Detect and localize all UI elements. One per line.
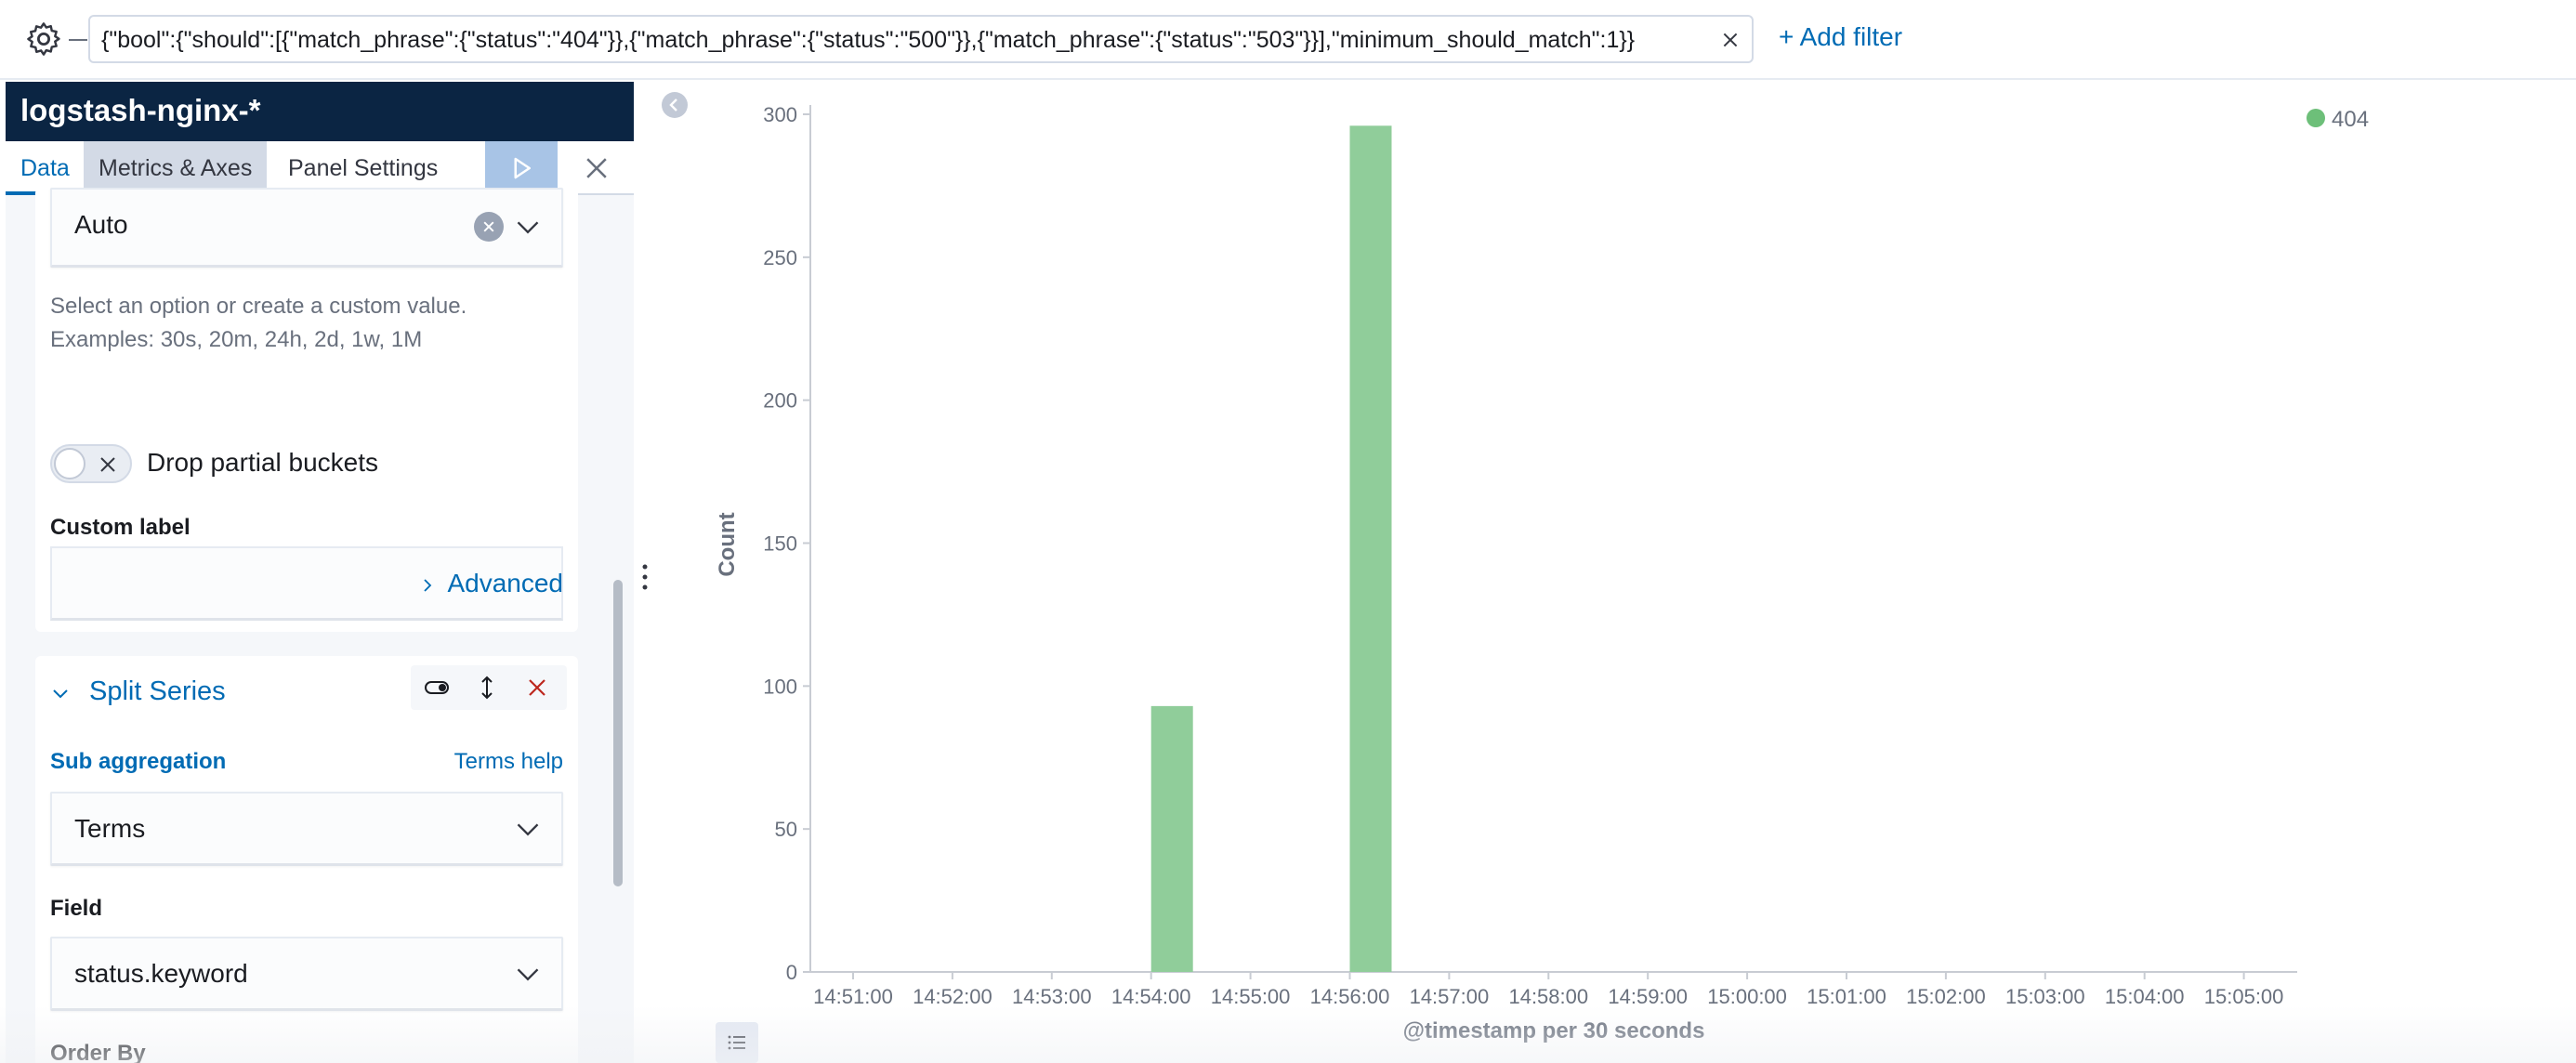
x-tick-label: 15:05:00 [2204, 985, 2284, 1008]
close-icon[interactable] [584, 155, 610, 181]
y-tick-label: 100 [763, 675, 797, 698]
chevron-down-icon[interactable] [515, 214, 541, 240]
x-tick-label: 14:58:00 [1508, 985, 1588, 1008]
terms-help-link[interactable]: Terms help [453, 749, 563, 774]
x-tick-label: 14:52:00 [913, 985, 992, 1008]
filter-bar: {"bool":{"should":[{"match_phrase":{"sta… [0, 0, 2576, 80]
y-axis-label: Count [715, 512, 740, 576]
x-tick-label: 14:53:00 [1012, 985, 1092, 1008]
toggle-icon[interactable] [424, 675, 450, 701]
sub-aggregation-label: Sub aggregation [50, 749, 227, 774]
y-tick-label: 300 [763, 103, 797, 126]
legend-label[interactable]: 404 [2332, 107, 2369, 132]
y-tick-label: 200 [763, 389, 797, 413]
x-tick-label: 15:04:00 [2105, 985, 2185, 1008]
x-tick-label: 14:54:00 [1111, 985, 1191, 1008]
close-icon[interactable] [1720, 30, 1741, 50]
sub-aggregation-value: Terms [74, 814, 146, 843]
remove-icon[interactable] [524, 675, 550, 701]
bars [1150, 125, 1392, 973]
toggle-knob [54, 448, 85, 479]
close-icon [100, 457, 115, 472]
sub-aggregation-select[interactable]: Terms [50, 792, 563, 866]
histogram-chart: 0 50 100 150 200 250 300 14:51:00 14:52:00 14:53… [715, 103, 2369, 1043]
order-by-label: Order By [50, 1041, 146, 1063]
x-tick-label: 14:56:00 [1310, 985, 1390, 1008]
advanced-toggle-link[interactable]: Advanced [421, 569, 563, 598]
add-filter-button[interactable]: + Add filter [1779, 22, 1903, 51]
y-tick-label: 50 [775, 818, 797, 841]
y-axis: 0 50 100 150 200 250 300 [763, 103, 811, 984]
x-tick-label: 15:03:00 [2005, 985, 2085, 1008]
interval-help-text: Select an option or create a custom valu… [50, 294, 467, 319]
chevron-down-icon[interactable] [52, 686, 69, 702]
legend-toggle-button[interactable] [716, 1022, 758, 1063]
custom-label-input[interactable] [50, 546, 563, 621]
chevron-right-icon [424, 578, 432, 592]
drag-handle-icon[interactable] [474, 675, 500, 701]
tab-metrics-axes[interactable]: Metrics & Axes [84, 141, 268, 195]
y-tick-label: 250 [763, 246, 797, 269]
editor-scroll-area[interactable]: Auto Select an option or create a custom… [6, 188, 634, 1063]
interval-select[interactable]: Auto [50, 188, 563, 268]
x-axis: 14:51:00 14:52:00 14:53:00 14:54:00 14:55:00… [810, 971, 2297, 1008]
x-axis-label: @timestamp per 30 seconds [1403, 1018, 1705, 1043]
advanced-label: Advanced [447, 569, 563, 597]
x-tick-label: 14:57:00 [1410, 985, 1490, 1008]
x-tick-label: 15:00:00 [1707, 985, 1787, 1008]
x-tick-label: 14:55:00 [1211, 985, 1291, 1008]
x-tick-label: 14:59:00 [1608, 985, 1688, 1008]
index-pattern-title: logstash-nginx-* [20, 93, 261, 127]
editor-scrollbar[interactable] [613, 580, 623, 886]
play-icon [514, 157, 531, 179]
split-series-title[interactable]: Split Series [89, 676, 226, 706]
apply-changes-button[interactable] [485, 141, 558, 195]
x-tick-label: 15:02:00 [1906, 985, 1986, 1008]
chevron-down-icon [517, 823, 539, 836]
x-tick-label: 15:01:00 [1807, 985, 1886, 1008]
y-tick-label: 0 [786, 961, 797, 984]
filter-pill[interactable]: {"bool":{"should":[{"match_phrase":{"sta… [88, 15, 1754, 63]
field-select[interactable]: status.keyword [50, 937, 563, 1011]
field-value: status.keyword [74, 959, 248, 988]
drop-partial-buckets-label: Drop partial buckets [147, 448, 379, 477]
custom-label-title: Custom label [50, 515, 191, 540]
tab-panel-settings[interactable]: Panel Settings [288, 155, 439, 181]
drop-partial-buckets-toggle[interactable] [50, 444, 132, 483]
split-series-toolbar [411, 665, 567, 710]
visualization-editor-sidebar: logstash-nginx-* Data Metrics & Axes Pan… [6, 82, 634, 1063]
filter-query-text[interactable]: {"bool":{"should":[{"match_phrase":{"sta… [101, 27, 1636, 53]
gear-icon[interactable] [24, 20, 63, 59]
x-tick-label: 14:51:00 [813, 985, 893, 1008]
editor-tabs: Data Metrics & Axes Panel Settings [6, 141, 634, 195]
clear-icon[interactable] [474, 212, 504, 242]
list-icon [728, 1035, 745, 1050]
filter-connector [69, 39, 87, 41]
legend: 404 [2307, 107, 2369, 132]
index-pattern-header: logstash-nginx-* [6, 82, 634, 141]
split-series-panel: Split Series Sub aggregation Terms help … [35, 656, 578, 1063]
field-label: Field [50, 896, 103, 921]
interval-value: Auto [74, 210, 128, 239]
interval-examples-text: Examples: 30s, 20m, 24h, 2d, 1w, 1M [50, 327, 423, 352]
bar-404[interactable] [1349, 125, 1392, 973]
legend-dot[interactable] [2307, 109, 2325, 127]
resize-handle-icon[interactable] [641, 563, 649, 591]
chevron-down-icon [517, 968, 539, 981]
collapse-sidebar-button[interactable] [662, 92, 688, 118]
bar-404[interactable] [1150, 705, 1193, 972]
x-axis-bucket-panel: Auto Select an option or create a custom… [35, 188, 578, 632]
y-tick-label: 150 [763, 532, 797, 556]
chevron-left-icon [669, 98, 677, 112]
